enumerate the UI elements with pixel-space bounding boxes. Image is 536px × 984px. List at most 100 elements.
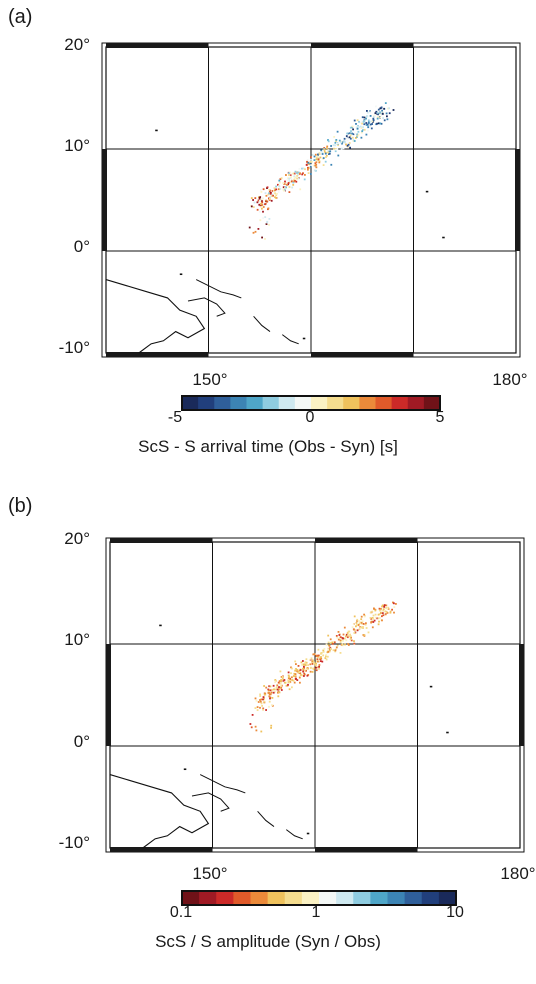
event-dot — [322, 157, 325, 159]
event-dot — [280, 687, 283, 689]
event-dot — [378, 607, 381, 610]
event-dot — [349, 146, 351, 149]
event-dot — [368, 125, 371, 128]
event-dot — [263, 700, 266, 703]
event-dot — [393, 606, 396, 608]
panel-b-cb-tick-mid: 1 — [311, 904, 321, 921]
event-dot — [327, 634, 330, 637]
panel-a-cb-tick-mid: 0 — [305, 409, 315, 426]
event-dot — [327, 149, 330, 152]
event-dot — [363, 634, 366, 636]
colorbar-swatch — [421, 891, 440, 905]
event-dot — [380, 122, 383, 125]
event-dot — [256, 208, 259, 211]
event-dot — [287, 674, 290, 677]
event-dot — [355, 126, 358, 129]
event-dot — [336, 148, 339, 150]
event-dot — [290, 672, 292, 675]
event-dot — [249, 723, 252, 725]
event-dot — [340, 147, 343, 150]
event-dot — [273, 187, 276, 190]
event-dot — [324, 657, 327, 659]
event-dot — [363, 613, 365, 616]
event-dot — [336, 142, 338, 145]
event-dot — [257, 701, 260, 703]
event-dot — [342, 640, 344, 642]
event-dot — [322, 654, 325, 657]
event-dot — [313, 661, 315, 664]
event-dot — [293, 675, 296, 678]
event-dot — [315, 666, 318, 669]
event-dot — [363, 119, 366, 122]
event-dot — [261, 236, 263, 239]
event-dot — [259, 700, 262, 703]
event-dot — [361, 620, 364, 623]
event-dot — [322, 164, 325, 166]
event-dot — [341, 644, 344, 647]
event-dot — [302, 670, 305, 673]
event-dot — [361, 130, 364, 133]
event-dot — [353, 640, 355, 642]
event-dot — [310, 164, 313, 166]
event-dot — [388, 107, 390, 110]
event-dot — [380, 106, 383, 109]
event-dot — [353, 642, 356, 645]
event-dot — [360, 136, 363, 139]
event-dot — [382, 614, 385, 617]
event-dot — [289, 677, 291, 680]
event-dot — [285, 182, 287, 185]
event-dot — [321, 660, 324, 663]
event-dot — [353, 119, 356, 122]
event-dot — [387, 608, 390, 610]
event-dot — [273, 688, 275, 691]
event-dot — [314, 662, 317, 665]
event-dot — [386, 118, 389, 121]
event-dot — [295, 180, 298, 183]
event-dot — [313, 159, 316, 161]
event-dot — [294, 669, 297, 672]
event-dot — [354, 629, 357, 632]
event-dot — [318, 160, 321, 163]
event-dot — [386, 115, 388, 118]
event-dot — [383, 606, 386, 608]
event-dot — [269, 693, 272, 696]
island-marker — [302, 337, 306, 340]
event-dot — [300, 674, 302, 676]
event-dot — [276, 686, 278, 689]
event-dot — [272, 194, 274, 197]
event-dot — [319, 657, 321, 660]
event-dot — [329, 150, 332, 153]
event-dot — [348, 136, 351, 139]
event-dot — [278, 688, 280, 691]
event-dot — [287, 182, 290, 185]
event-dot — [385, 604, 388, 607]
event-dot — [319, 156, 322, 159]
event-dot — [357, 130, 360, 133]
event-dot — [380, 611, 383, 614]
island-marker — [179, 273, 183, 276]
event-dot — [334, 141, 337, 144]
event-dot — [349, 126, 352, 129]
event-dot — [363, 123, 366, 126]
event-dot — [279, 181, 281, 184]
event-dot — [334, 150, 337, 153]
coastline-bougainville — [257, 810, 275, 827]
event-dot — [313, 169, 316, 172]
event-dot — [320, 656, 322, 658]
panel-a-map-group — [101, 42, 521, 358]
event-dot — [369, 111, 372, 114]
event-dot — [289, 174, 292, 176]
event-dot — [339, 652, 342, 654]
event-dot — [325, 654, 327, 656]
colorbar-swatch — [250, 891, 269, 905]
coastline-new-guinea — [109, 774, 210, 849]
event-dot — [337, 638, 340, 641]
event-dot — [299, 668, 302, 670]
event-dot — [359, 626, 362, 629]
event-dot — [269, 697, 271, 700]
event-dot — [395, 603, 397, 605]
event-dot — [264, 202, 267, 205]
event-dot — [287, 183, 290, 186]
event-dot — [303, 672, 306, 675]
coastline-new-britain — [187, 297, 226, 317]
